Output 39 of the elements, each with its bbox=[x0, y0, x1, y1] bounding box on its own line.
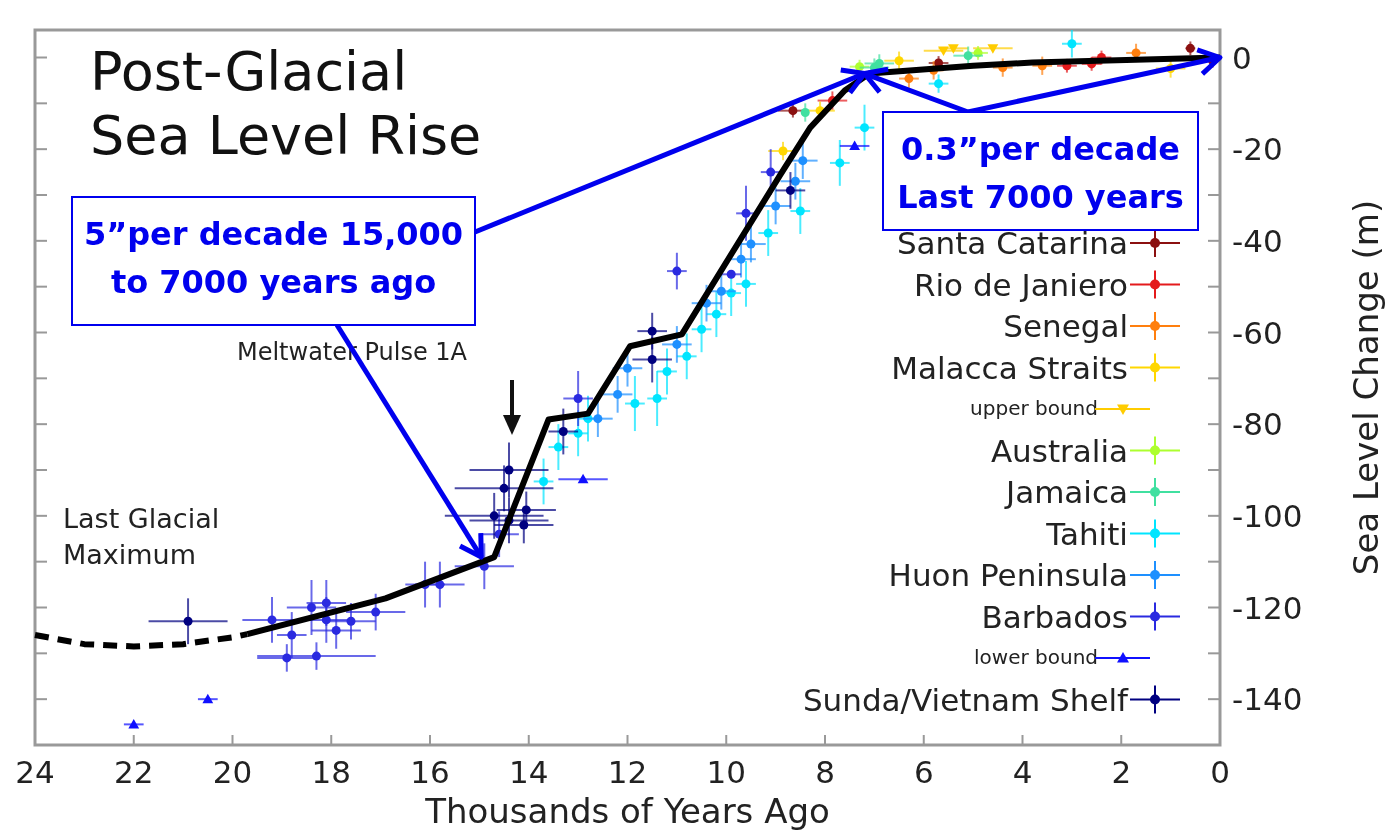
legend-label: upper bound bbox=[970, 396, 1098, 420]
legend-label: Barbados bbox=[981, 598, 1128, 635]
legend-label: Malacca Straits bbox=[891, 349, 1128, 386]
x-axis-title: Thousands of Years Ago bbox=[424, 791, 830, 831]
x-tick-label: 0 bbox=[1210, 754, 1230, 790]
legend-label: Tahiti bbox=[1045, 515, 1128, 552]
x-tick-label: 4 bbox=[1012, 754, 1033, 790]
x-tick-label: 22 bbox=[114, 754, 154, 790]
annotation: 0.3”per decade Last 7000 years bbox=[897, 130, 1184, 216]
y-tick-label: -40 bbox=[1232, 222, 1283, 259]
text: Post-Glacial Sea Level Rise bbox=[90, 40, 482, 167]
x-tick-label: 24 bbox=[15, 754, 55, 790]
x-tick-label: 6 bbox=[913, 754, 934, 790]
x-tick-label: 18 bbox=[311, 754, 351, 790]
y-tick-label: -100 bbox=[1232, 497, 1303, 534]
legend-label: Senegal bbox=[1003, 308, 1128, 344]
annotation: 5”per decade 15,000 to 7000 years ago bbox=[83, 215, 464, 301]
y-tick-label: -20 bbox=[1232, 131, 1283, 168]
annotation: Last Glacial Maximum bbox=[63, 503, 220, 570]
x-tick-label: 10 bbox=[706, 754, 746, 790]
y-tick-label: 0 bbox=[1232, 39, 1252, 76]
x-tick-label: 2 bbox=[1111, 754, 1132, 790]
legend-label: Huon Peninsula bbox=[888, 557, 1128, 593]
y-axis-title: Sea Level Change (m) bbox=[1346, 199, 1386, 576]
y-tick-label: -120 bbox=[1232, 589, 1303, 626]
legend-label: Jamaica bbox=[1004, 474, 1128, 510]
y-tick-label: -80 bbox=[1232, 406, 1283, 443]
y-tick-label: -60 bbox=[1232, 314, 1283, 351]
legend-label: Santa Catarina bbox=[896, 225, 1128, 261]
x-tick-label: 14 bbox=[509, 754, 549, 790]
x-tick-label: 16 bbox=[410, 754, 450, 790]
x-tick-label: 12 bbox=[607, 754, 648, 790]
legend-label: lower bound bbox=[973, 645, 1098, 669]
legend-label: Australia bbox=[990, 432, 1128, 469]
y-tick-label: -140 bbox=[1232, 681, 1303, 718]
legend-label: Rio de Janiero bbox=[913, 266, 1128, 303]
x-tick-label: 20 bbox=[212, 754, 253, 790]
x-tick-label: 8 bbox=[815, 754, 835, 790]
legend-label: Sunda/Vietnam Shelf bbox=[802, 681, 1130, 718]
